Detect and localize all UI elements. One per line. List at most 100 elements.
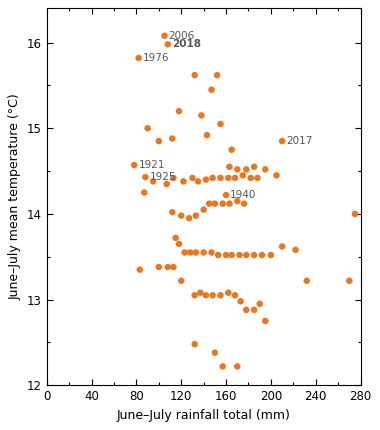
Point	[293, 246, 299, 253]
Point	[209, 249, 215, 256]
Point	[212, 349, 218, 356]
Point	[229, 146, 235, 153]
Point	[225, 289, 231, 296]
Point	[169, 135, 175, 142]
Point	[131, 162, 137, 169]
Point	[141, 189, 147, 196]
Point	[262, 318, 268, 325]
Point	[195, 178, 201, 185]
Point	[240, 172, 246, 179]
Point	[203, 292, 209, 299]
Point	[251, 252, 257, 258]
Point	[346, 277, 352, 284]
Point	[162, 32, 168, 39]
Point	[217, 292, 223, 299]
Point	[223, 252, 229, 258]
Point	[234, 363, 240, 370]
Point	[180, 178, 187, 185]
Point	[220, 200, 226, 207]
Point	[150, 178, 156, 185]
Point	[279, 243, 285, 250]
Point	[156, 138, 162, 144]
Point	[274, 172, 280, 179]
Point	[176, 240, 182, 247]
Point	[229, 252, 235, 258]
Point	[215, 252, 221, 258]
Point	[223, 192, 229, 199]
Point	[232, 292, 238, 299]
Point	[238, 298, 244, 305]
Point	[144, 125, 150, 132]
Point	[268, 252, 274, 258]
Point	[156, 264, 162, 270]
Point	[254, 175, 260, 181]
Point	[248, 175, 254, 181]
Point	[203, 176, 209, 183]
Point	[259, 252, 265, 258]
Point	[352, 210, 358, 217]
Point	[192, 292, 198, 299]
Text: 1925: 1925	[150, 172, 176, 182]
Point	[234, 166, 240, 173]
Point	[232, 175, 238, 181]
Point	[165, 264, 171, 270]
Point	[210, 292, 216, 299]
Point	[217, 175, 223, 181]
Point	[197, 289, 203, 296]
Point	[212, 200, 218, 207]
Point	[170, 264, 176, 270]
Point	[234, 198, 240, 205]
Point	[241, 200, 247, 207]
Text: 2018: 2018	[172, 39, 201, 49]
Point	[220, 363, 226, 370]
Point	[176, 108, 182, 114]
Point	[243, 252, 249, 258]
Point	[204, 132, 210, 138]
Point	[178, 277, 184, 284]
Point	[236, 252, 242, 258]
Point	[192, 341, 198, 347]
Point	[173, 234, 179, 241]
Point	[182, 249, 188, 256]
Point	[210, 175, 216, 181]
Point	[187, 249, 193, 256]
Point	[192, 72, 198, 79]
Text: 2006: 2006	[169, 31, 195, 41]
Text: 1976: 1976	[143, 53, 169, 63]
Point	[243, 166, 249, 173]
Point	[189, 175, 195, 181]
Point	[170, 175, 176, 181]
Text: 2017: 2017	[286, 136, 313, 146]
Point	[256, 301, 263, 307]
Point	[165, 41, 171, 48]
Point	[217, 120, 223, 127]
Point	[198, 112, 204, 119]
Point	[169, 209, 175, 216]
Point	[251, 163, 257, 170]
Point	[142, 174, 149, 181]
Point	[262, 166, 268, 173]
Y-axis label: June–July mean temperature (°C): June–July mean temperature (°C)	[8, 93, 21, 300]
Point	[226, 200, 233, 207]
Point	[214, 72, 220, 79]
Point	[304, 277, 310, 284]
Text: 1921: 1921	[138, 160, 165, 170]
Text: 1940: 1940	[230, 190, 256, 200]
Point	[209, 86, 215, 93]
Point	[243, 307, 249, 313]
Point	[201, 206, 207, 213]
Point	[226, 163, 233, 170]
Point	[136, 55, 142, 61]
Point	[225, 175, 231, 181]
Point	[137, 266, 143, 273]
Point	[279, 138, 285, 144]
Point	[164, 181, 170, 187]
Point	[193, 212, 199, 219]
Point	[251, 307, 257, 313]
Point	[201, 249, 207, 256]
Point	[186, 215, 192, 221]
Point	[178, 212, 184, 219]
Point	[193, 249, 199, 256]
Point	[206, 200, 212, 207]
X-axis label: June–July rainfall total (mm): June–July rainfall total (mm)	[117, 408, 291, 422]
